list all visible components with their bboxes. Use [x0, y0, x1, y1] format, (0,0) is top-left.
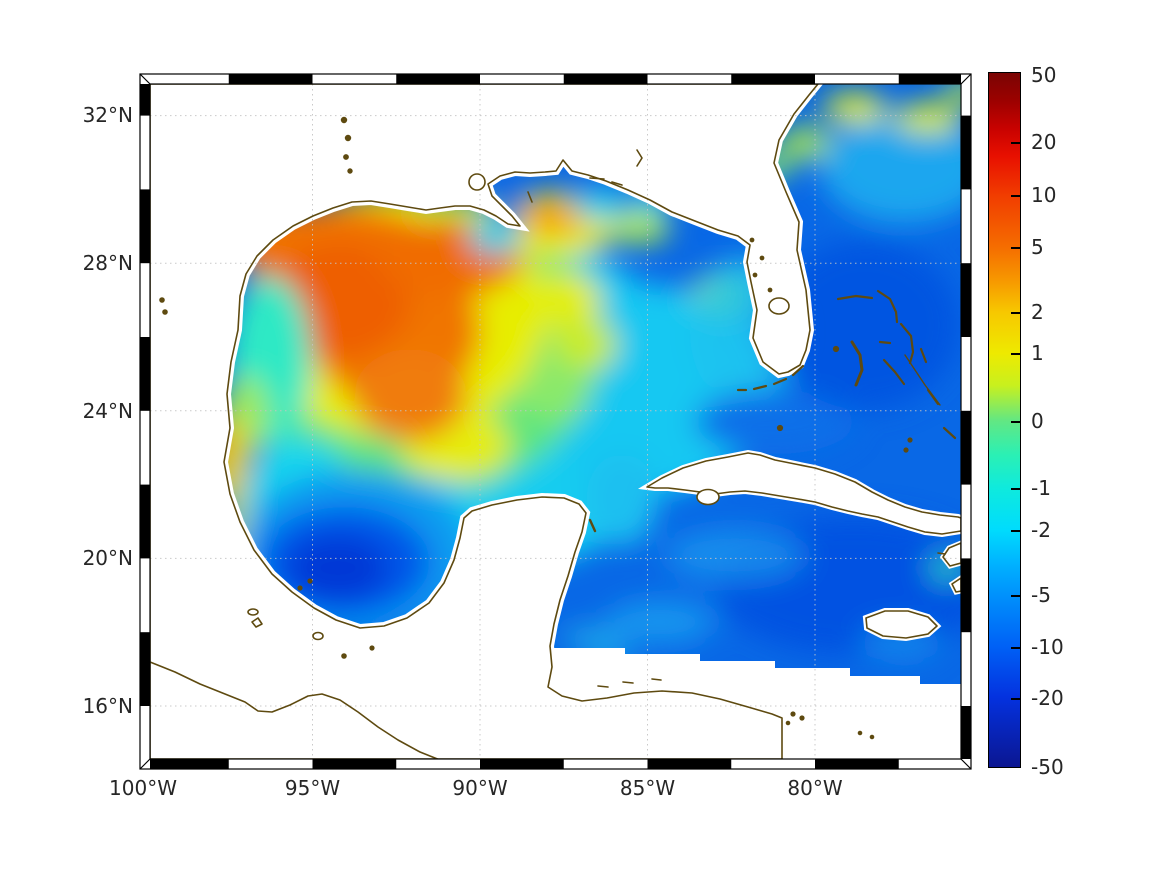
florida-keys — [736, 364, 805, 392]
colorbar-tick-label: 10 — [1031, 183, 1057, 207]
colorbar-tick — [1011, 353, 1020, 355]
colorbar-tick-label: -10 — [1031, 635, 1064, 659]
lake-okeechobee — [768, 297, 790, 315]
colorbar-tick — [1011, 312, 1020, 314]
colorbar-tick-label: -5 — [1031, 583, 1051, 607]
lon-tick-label: 80°W — [787, 776, 843, 800]
colorbar-tick-label: 50 — [1031, 63, 1057, 87]
coastlines — [150, 84, 961, 759]
lon-tick-label: 100°W — [109, 776, 177, 800]
colorbar-tick-label: -50 — [1031, 755, 1064, 779]
colorbar-tick — [1011, 247, 1020, 249]
colorbar-tick — [1011, 530, 1020, 532]
colorbar-tick — [1011, 647, 1020, 649]
lat-tick-label: 28°N — [82, 251, 133, 275]
lat-tick-label: 20°N — [82, 546, 133, 570]
frame-corner-bevels — [139, 73, 972, 770]
colorbar-tick-label: 20 — [1031, 130, 1057, 154]
colorbar-tick-label: 0 — [1031, 409, 1044, 433]
colorbar-tick-label: -2 — [1031, 518, 1051, 542]
colorbar-tick-label: -1 — [1031, 476, 1051, 500]
lat-tick-label: 24°N — [82, 399, 133, 423]
pacific-coastline — [150, 661, 440, 759]
colorbar-tick-label: -20 — [1031, 686, 1064, 710]
lon-tick-label: 90°W — [452, 776, 508, 800]
lat-tick-label: 32°N — [82, 103, 133, 127]
lake-pontchartrain — [468, 173, 486, 191]
colorbar-tick — [1011, 595, 1020, 597]
small-islands-and-lakes — [159, 116, 946, 740]
lat-tick-label: 16°N — [82, 694, 133, 718]
colorbar — [988, 72, 1021, 768]
colorbar-tick-label: 2 — [1031, 300, 1044, 324]
colorbar-tick — [1011, 195, 1020, 197]
bahamas — [776, 289, 957, 453]
isla-juventud — [696, 488, 720, 506]
lon-tick-label: 85°W — [619, 776, 676, 800]
anomaly-field — [150, 84, 961, 759]
grid-lines — [150, 84, 961, 759]
colorbar-tick — [1011, 142, 1020, 144]
colorbar-tick-label: 5 — [1031, 235, 1044, 259]
colorbar-tick — [1011, 421, 1020, 423]
colorbar-tick-label: 1 — [1031, 341, 1044, 365]
colorbar-tick — [1011, 488, 1020, 490]
lon-tick-label: 95°W — [284, 776, 341, 800]
colorbar-tick — [1011, 698, 1020, 700]
map-frame — [139, 73, 972, 770]
